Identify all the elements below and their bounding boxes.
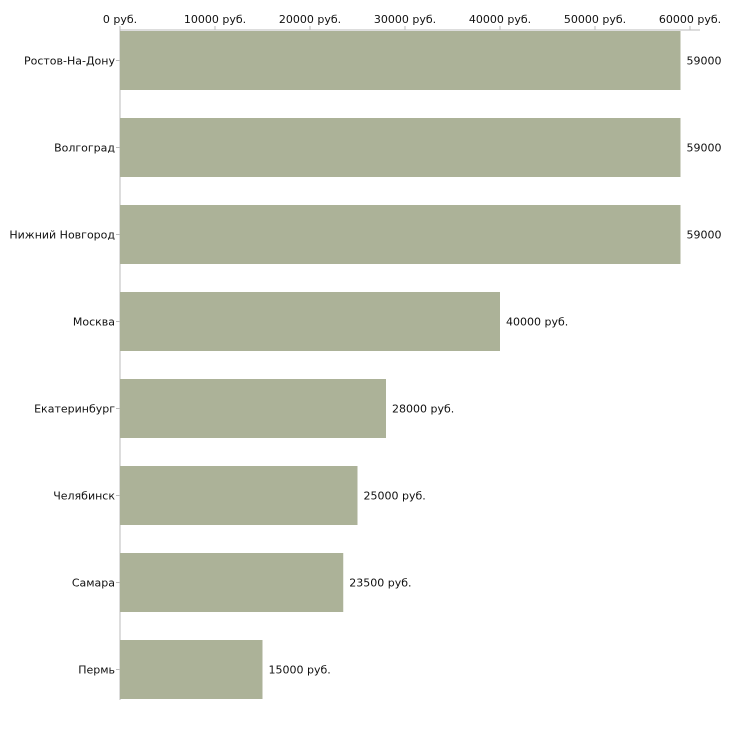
category-label: Нижний Новгород [9,229,115,242]
x-tick-label: 0 руб. [103,13,137,26]
x-tick-label: 60000 руб. [659,13,721,26]
data-label: 59000 [687,142,722,155]
category-label: Екатеринбург [34,403,115,416]
category-label: Пермь [78,664,115,677]
category-label: Ростов-На-Дону [24,55,115,68]
bar[interactable] [120,466,358,525]
x-tick-label: 20000 руб. [279,13,341,26]
data-label: 25000 руб. [364,490,426,503]
data-label: 40000 руб. [506,316,568,329]
bar[interactable] [120,553,344,612]
category-label: Самара [72,577,115,590]
bar[interactable] [120,640,263,699]
data-label: 59000 [687,55,722,68]
category-label: Челябинск [53,490,115,503]
category-label: Москва [73,316,115,329]
bar[interactable] [120,379,386,438]
x-tick-label: 50000 руб. [564,13,626,26]
bar[interactable] [120,31,681,90]
data-label: 15000 руб. [269,664,331,677]
x-tick-label: 40000 руб. [469,13,531,26]
data-label: 28000 руб. [392,403,454,416]
category-label: Волгоград [54,142,115,155]
bar[interactable] [120,292,500,351]
x-tick-label: 30000 руб. [374,13,436,26]
x-tick-label: 10000 руб. [184,13,246,26]
bar[interactable] [120,118,681,177]
bar[interactable] [120,205,681,264]
data-label: 23500 руб. [349,577,411,590]
data-label: 59000 [687,229,722,242]
